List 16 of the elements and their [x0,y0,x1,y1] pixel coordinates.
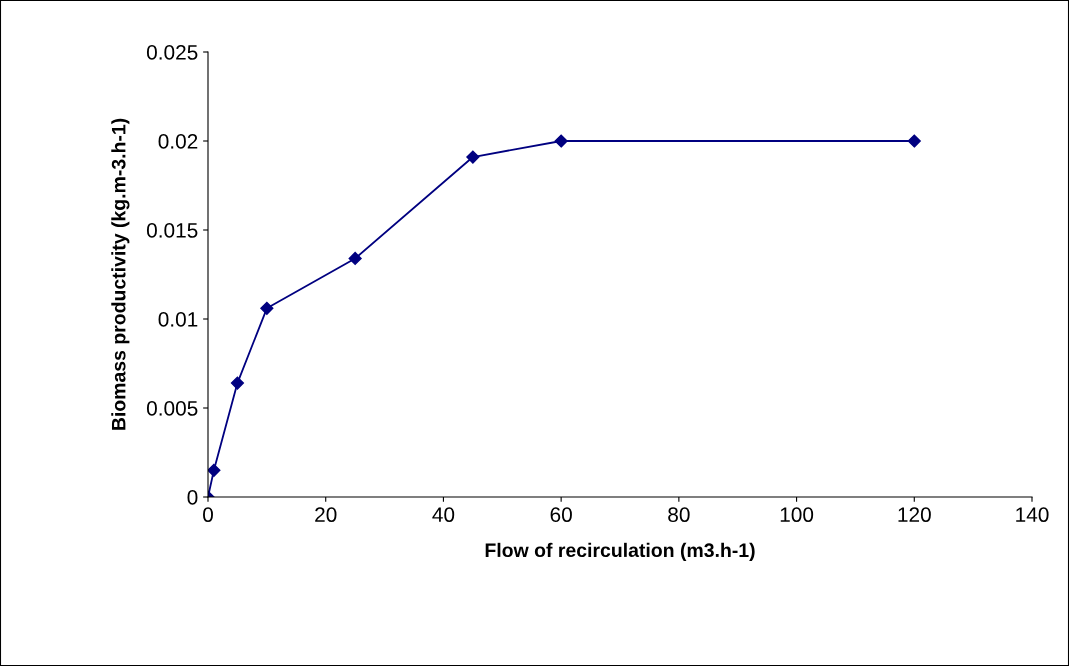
x-tick-label: 20 [315,507,337,523]
x-tick-label: 60 [550,507,572,523]
x-tick-label: 40 [432,507,455,523]
y-tick-label: 0 [187,490,198,505]
x-tick-label: 140 [1016,507,1049,523]
y-tick-label: 0.005 [146,401,198,416]
y-tick-label: 0.015 [146,223,198,238]
y-tick-label: 0.02 [158,134,198,149]
y-tick-label: 0.025 [146,45,198,60]
x-tick-label: 0 [203,507,213,523]
x-tick-label: 120 [898,507,931,523]
x-tick-label: 100 [780,507,814,523]
x-axis-title: Flow of recirculation (m3.h-1) [485,542,755,561]
y-axis-title: Biomass productivity (kg.m-3.h-1) [111,118,130,430]
y-tick-label: 0.01 [158,312,198,327]
x-tick-label: 80 [668,507,690,523]
